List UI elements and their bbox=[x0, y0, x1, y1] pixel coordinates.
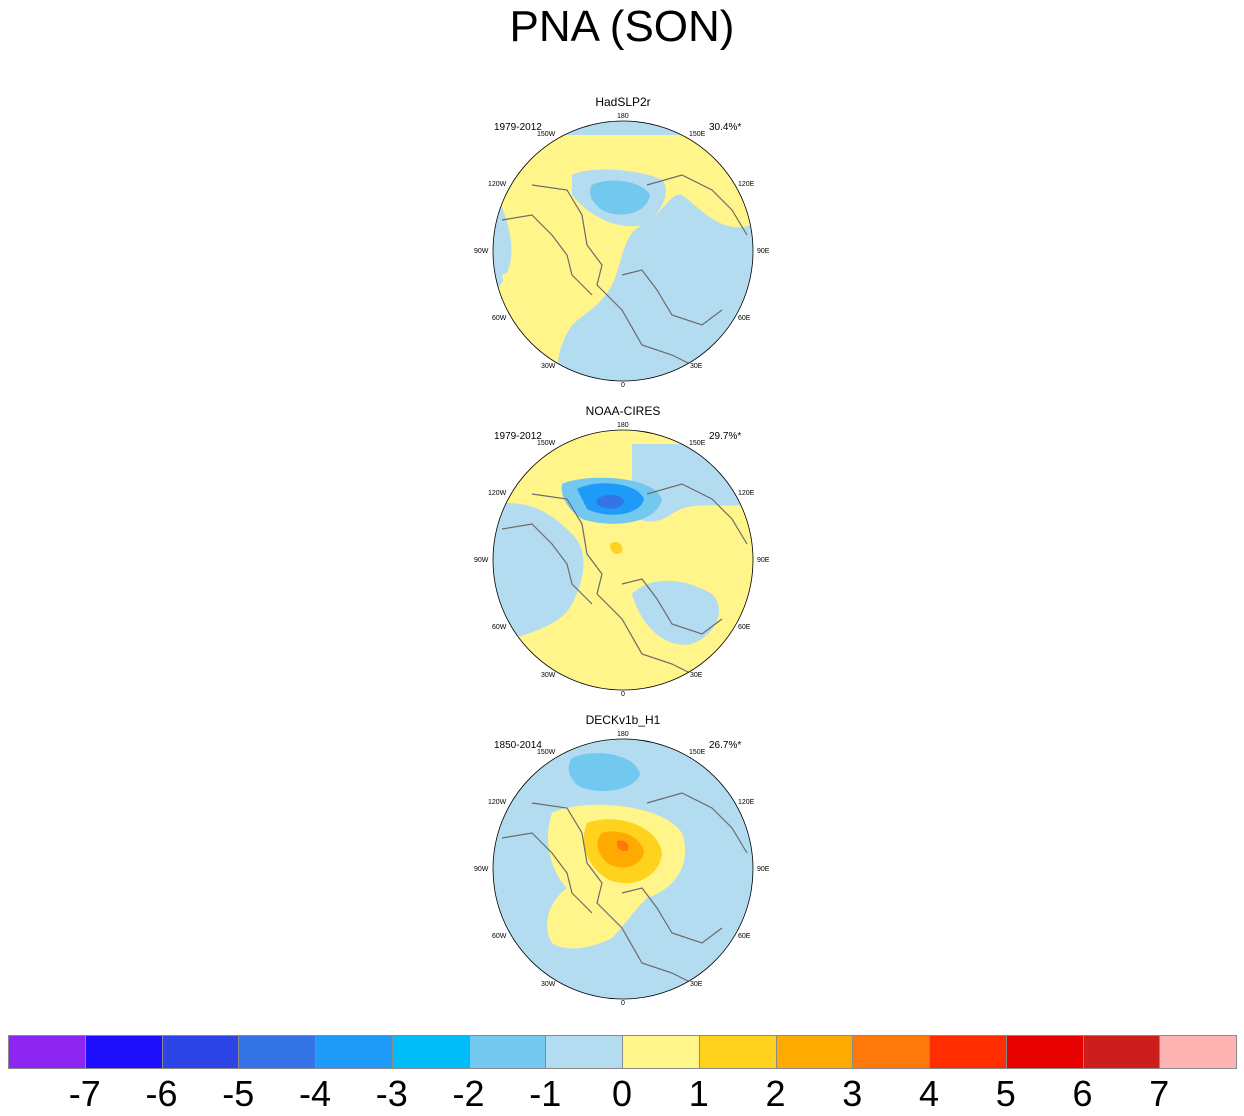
positive-region bbox=[502, 269, 550, 303]
colorbar-tick-label: 6 bbox=[1072, 1073, 1093, 1114]
colorbar-box bbox=[161, 1035, 240, 1069]
positive-region bbox=[610, 541, 623, 554]
colorbar bbox=[8, 1035, 1237, 1069]
colorbar-tick-label: 3 bbox=[842, 1073, 863, 1114]
colorbar-box bbox=[8, 1035, 86, 1069]
figure-title: PNA (SON) bbox=[509, 2, 735, 51]
colorbar-box bbox=[468, 1035, 547, 1069]
colorbar-tick-label: -7 bbox=[68, 1073, 101, 1114]
panel-period: 1979-2012 bbox=[494, 122, 542, 133]
colorbar-tick-label: 5 bbox=[995, 1073, 1016, 1114]
negative-region bbox=[597, 494, 624, 509]
negative-region bbox=[493, 503, 584, 644]
map-panel-hadslp2r: HadSLP2r 1979-2012 30.4%* 180 150W 150E … bbox=[472, 95, 774, 395]
colorbar-box bbox=[852, 1035, 930, 1069]
map-boundary bbox=[492, 120, 754, 382]
colorbar-tick-label: -1 bbox=[529, 1073, 562, 1114]
negative-region bbox=[667, 248, 752, 326]
colorbar-box bbox=[545, 1035, 623, 1069]
colorbar-tick-label: -3 bbox=[375, 1073, 408, 1114]
negative-region bbox=[568, 753, 640, 791]
colorbar-tick-label: -6 bbox=[145, 1073, 178, 1114]
polar-map bbox=[492, 429, 754, 691]
colorbar-tick-label: -4 bbox=[298, 1073, 331, 1114]
panel-variance: 26.7%* bbox=[709, 740, 742, 751]
polar-map bbox=[492, 738, 754, 1000]
negative-region bbox=[632, 580, 720, 645]
map-panel-noaa-cires: NOAA-CIRES 1979-2012 29.7%* 180 150W 150… bbox=[472, 404, 774, 704]
colorbar-tick-label: -5 bbox=[222, 1073, 255, 1114]
negative-region bbox=[590, 180, 650, 215]
colorbar-tick-label: 0 bbox=[611, 1073, 633, 1114]
colorbar-box bbox=[391, 1035, 470, 1069]
colorbar-tick-label: 4 bbox=[918, 1073, 940, 1114]
panel-variance: 30.4%* bbox=[709, 122, 742, 133]
polar-map bbox=[492, 120, 754, 382]
map-boundary bbox=[492, 738, 754, 1000]
positive-region bbox=[616, 840, 629, 851]
panel-title: HadSLP2r bbox=[595, 95, 651, 109]
panel-title: DECKv1b_H1 bbox=[585, 713, 661, 727]
colorbar-box bbox=[622, 1035, 700, 1069]
colorbar-tick-label: -2 bbox=[452, 1073, 485, 1114]
colorbar-tick-label: 2 bbox=[765, 1073, 786, 1114]
colorbar-tick-label: 7 bbox=[1149, 1073, 1170, 1114]
positive-region bbox=[493, 135, 752, 381]
map-boundary bbox=[492, 429, 754, 691]
colorbar-box bbox=[84, 1035, 163, 1069]
colorbar-box bbox=[929, 1035, 1007, 1069]
colorbar-tick-label: 1 bbox=[688, 1073, 709, 1114]
colorbar-box bbox=[775, 1035, 854, 1069]
colorbar-box bbox=[1159, 1035, 1237, 1069]
panel-title: NOAA-CIRES bbox=[585, 404, 661, 418]
colorbar-box bbox=[238, 1035, 316, 1069]
map-panel-deckv1b-h1: DECKv1b_H1 1850-2014 26.7%* 180 150W 150… bbox=[472, 713, 774, 1013]
colorbar-box bbox=[1005, 1035, 1084, 1069]
colorbar-box bbox=[698, 1035, 777, 1069]
panel-period: 1979-2012 bbox=[494, 431, 542, 442]
panel-variance: 29.7%* bbox=[709, 431, 742, 442]
panel-period: 1850-2014 bbox=[494, 740, 542, 751]
colorbar-box bbox=[1082, 1035, 1161, 1069]
colorbar-box bbox=[315, 1035, 393, 1069]
